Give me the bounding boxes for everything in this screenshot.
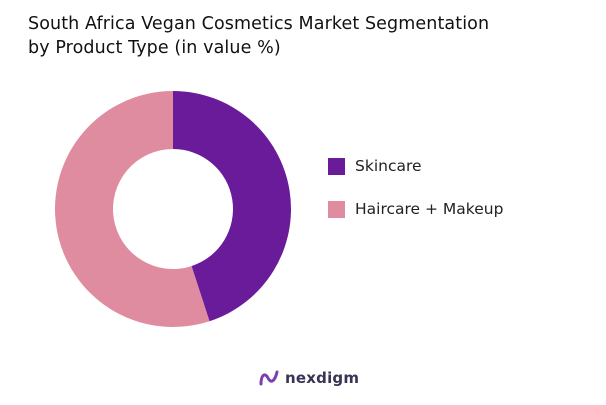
legend-label-haircare-makeup: Haircare + Makeup bbox=[355, 200, 504, 218]
donut-slice-skincare bbox=[173, 91, 291, 322]
brand-name: nexdigm bbox=[285, 369, 360, 387]
donut-slice-haircare-makeup bbox=[55, 91, 210, 328]
legend-swatch-skincare bbox=[328, 157, 345, 175]
legend-label-skincare: Skincare bbox=[355, 157, 422, 175]
chart-legend: Skincare Haircare + Makeup bbox=[328, 155, 503, 241]
nexdigm-logo-icon bbox=[259, 370, 279, 386]
brand-footer: nexdigm bbox=[259, 369, 359, 387]
chart-title-line-2: by Product Type (in value %) bbox=[28, 38, 281, 58]
legend-item-skincare: Skincare bbox=[328, 155, 503, 177]
chart-title-line-1: South Africa Vegan Cosmetics Market Segm… bbox=[28, 14, 490, 34]
legend-swatch-haircare-makeup bbox=[328, 200, 345, 218]
chart-title: South Africa Vegan Cosmetics Market Segm… bbox=[28, 12, 489, 60]
legend-item-haircare-makeup: Haircare + Makeup bbox=[328, 198, 503, 220]
